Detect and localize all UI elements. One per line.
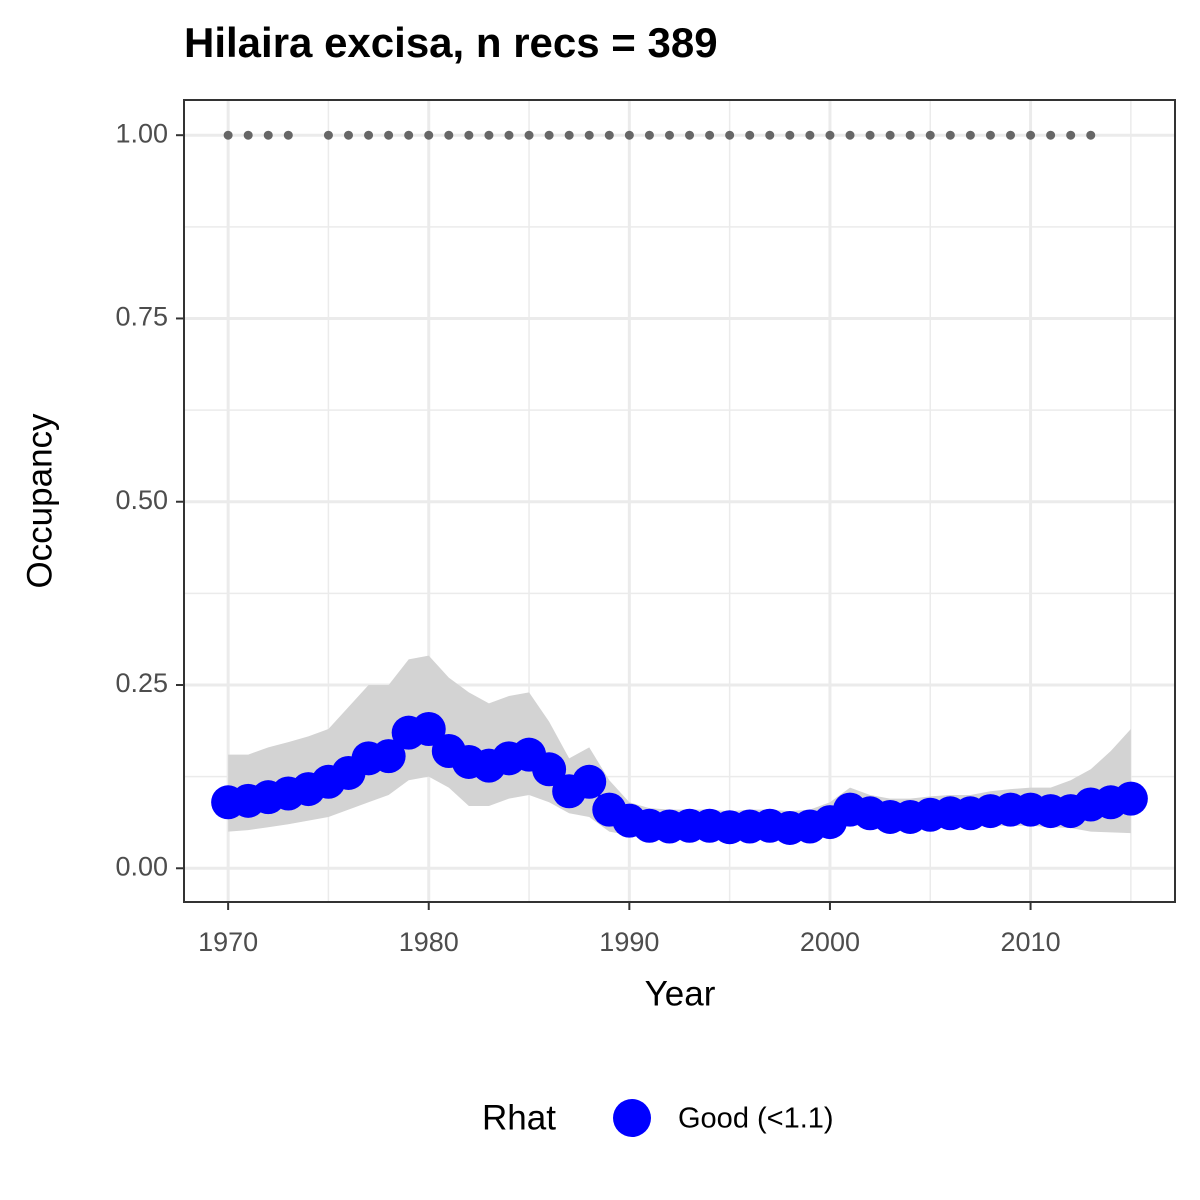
point bbox=[572, 764, 607, 799]
y-tick-label: 1.00 bbox=[115, 118, 168, 148]
record-dot bbox=[644, 130, 654, 140]
record-dot bbox=[825, 130, 835, 140]
record-dot bbox=[524, 130, 534, 140]
x-tick-label: 1970 bbox=[198, 927, 258, 957]
record-dot bbox=[945, 130, 955, 140]
plot-border bbox=[183, 99, 1176, 903]
record-dot bbox=[564, 130, 574, 140]
record-dot bbox=[1006, 130, 1016, 140]
y-tick-label: 0.00 bbox=[115, 851, 168, 881]
record-dot bbox=[925, 130, 935, 140]
point bbox=[411, 711, 446, 746]
record-dot bbox=[865, 130, 875, 140]
x-tick-label: 1980 bbox=[399, 927, 459, 957]
record-dot bbox=[604, 130, 614, 140]
record-dot bbox=[985, 130, 995, 140]
x-axis-title: Year bbox=[645, 974, 716, 1013]
legend-label: Good (<1.1) bbox=[678, 1103, 834, 1135]
point bbox=[532, 752, 567, 787]
record-dot bbox=[584, 130, 594, 140]
record-dot bbox=[664, 130, 674, 140]
record-dot bbox=[965, 130, 975, 140]
y-axis-title: Occupancy bbox=[20, 413, 59, 589]
y-tick-label: 0.25 bbox=[115, 668, 168, 698]
record-dot bbox=[1066, 130, 1076, 140]
record-dot bbox=[444, 130, 454, 140]
record-dot bbox=[283, 130, 293, 140]
record-dot bbox=[885, 130, 895, 140]
record-dot bbox=[1086, 130, 1096, 140]
record-dot bbox=[424, 130, 434, 140]
record-dot bbox=[364, 130, 374, 140]
confidence-ribbon bbox=[228, 655, 1131, 841]
record-dot bbox=[785, 130, 795, 140]
record-dot bbox=[845, 130, 855, 140]
record-dot bbox=[1026, 130, 1036, 140]
record-dot bbox=[343, 130, 353, 140]
record-dot bbox=[504, 130, 514, 140]
x-tick-label: 2010 bbox=[1001, 927, 1061, 957]
point bbox=[1113, 781, 1148, 816]
chart-title: Hilaira excisa, n recs = 389 bbox=[184, 19, 718, 66]
legend-title: Rhat bbox=[482, 1098, 556, 1137]
record-dot bbox=[685, 130, 695, 140]
record-dot bbox=[624, 130, 634, 140]
y-tick-label: 0.50 bbox=[115, 485, 168, 515]
record-dot bbox=[725, 130, 735, 140]
record-dot bbox=[905, 130, 915, 140]
record-dot bbox=[263, 130, 273, 140]
x-tick-label: 1990 bbox=[599, 927, 659, 957]
record-dot bbox=[1046, 130, 1056, 140]
record-dot bbox=[243, 130, 253, 140]
record-dot bbox=[705, 130, 715, 140]
y-tick-label: 0.75 bbox=[115, 302, 168, 332]
record-dot bbox=[544, 130, 554, 140]
point bbox=[371, 739, 406, 774]
record-dot bbox=[765, 130, 775, 140]
record-dot bbox=[404, 130, 414, 140]
record-dot bbox=[805, 130, 815, 140]
record-dot bbox=[384, 130, 394, 140]
record-dot bbox=[745, 130, 755, 140]
record-dot bbox=[323, 130, 333, 140]
legend-symbol bbox=[613, 1099, 651, 1137]
record-dot bbox=[464, 130, 474, 140]
record-dot bbox=[223, 130, 233, 140]
record-dot bbox=[484, 130, 494, 140]
x-tick-label: 2000 bbox=[800, 927, 860, 957]
